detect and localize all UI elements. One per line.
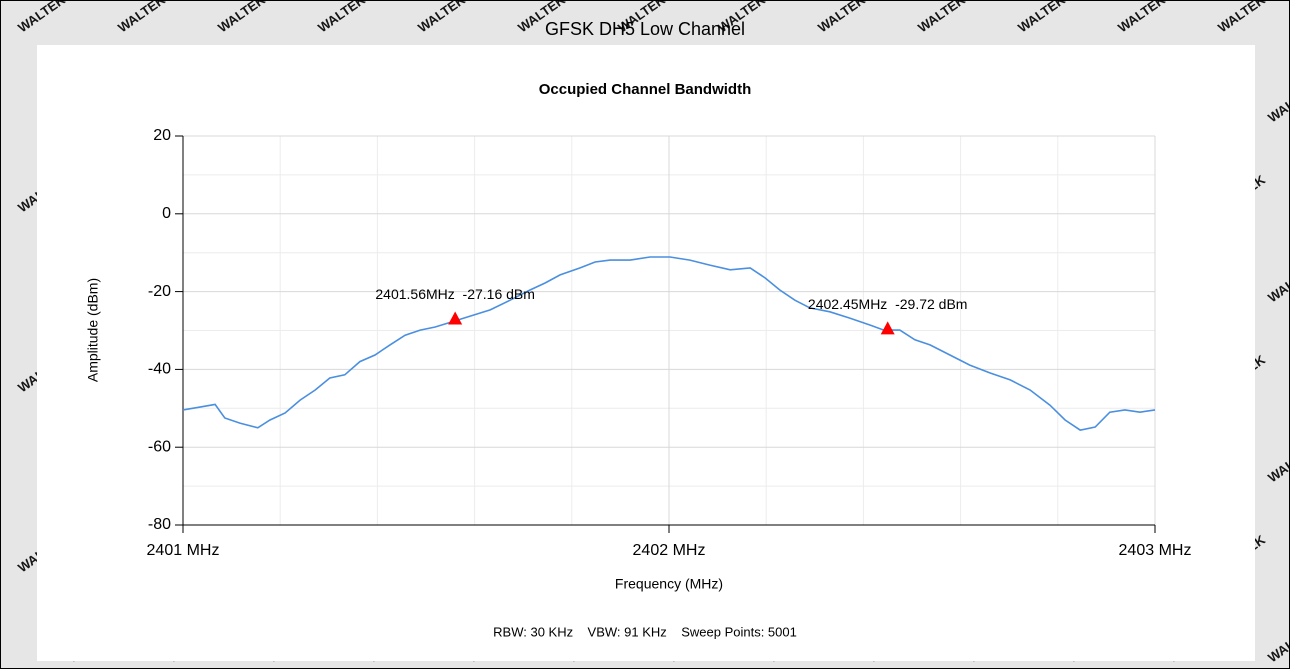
- y-tick-label: 0: [162, 205, 171, 222]
- y-tick-label: -80: [148, 516, 171, 533]
- footer: RBW: 30 KHz VBW: 91 KHz Sweep Points: 50…: [493, 624, 797, 639]
- trace-line: [182, 256, 1156, 431]
- y-tick-label: -40: [148, 361, 171, 378]
- y-axis-label: Amplitude (dBm): [85, 278, 101, 382]
- x-axis-label: Frequency (MHz): [615, 576, 723, 592]
- page-title: GFSK DH5 Low Channel: [545, 19, 745, 39]
- x-tick-label: 2402 MHz: [633, 542, 706, 559]
- x-tick-label: 2401 MHz: [147, 542, 220, 559]
- y-tick-label: -20: [148, 283, 171, 300]
- marker: [448, 311, 463, 325]
- chart-title: Occupied Channel Bandwidth: [539, 81, 752, 98]
- panel: [37, 45, 1255, 661]
- marker-label: 2401.56MHz -27.16 dBm: [375, 286, 535, 302]
- x-tick-label: 2403 MHz: [1119, 542, 1192, 559]
- marker: [880, 321, 895, 335]
- y-tick-label: -60: [148, 438, 171, 455]
- marker-label: 2402.45MHz -29.72 dBm: [808, 296, 968, 312]
- y-tick-label: 20: [153, 127, 171, 144]
